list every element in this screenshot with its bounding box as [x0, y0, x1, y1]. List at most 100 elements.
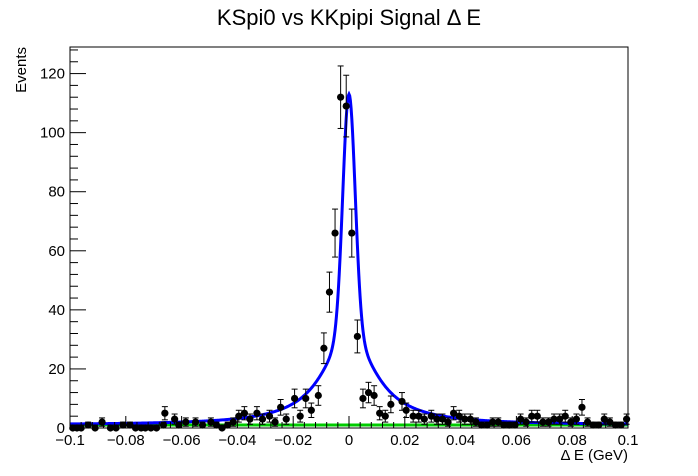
data-marker	[461, 415, 469, 423]
x-tick-label: 0.08	[558, 432, 587, 449]
data-marker	[277, 403, 285, 411]
data-point	[364, 381, 373, 404]
data-point	[433, 413, 441, 425]
data-marker	[533, 412, 541, 420]
data-marker	[595, 421, 603, 429]
data-marker	[364, 388, 373, 397]
y-tick-label: 100	[40, 125, 65, 142]
data-marker	[258, 415, 267, 423]
data-marker	[302, 394, 310, 403]
x-tick-label: 0.1	[618, 432, 639, 449]
data-point	[533, 409, 541, 423]
data-marker	[271, 418, 279, 426]
data-marker	[606, 418, 614, 426]
data-marker	[550, 415, 558, 423]
data-marker	[376, 409, 384, 417]
data-point	[337, 65, 345, 129]
data-marker	[296, 412, 304, 420]
data-marker	[387, 400, 395, 408]
data-marker	[483, 421, 491, 429]
data-point	[398, 392, 406, 411]
data-marker	[290, 394, 299, 403]
data-point	[307, 402, 315, 419]
data-point	[572, 413, 580, 425]
data-marker	[415, 412, 423, 420]
data-marker	[516, 415, 525, 423]
x-tick-label: 0	[345, 432, 353, 449]
data-point	[314, 385, 322, 406]
data-point	[450, 406, 458, 421]
data-marker	[370, 391, 378, 400]
data-marker	[320, 344, 328, 352]
data-marker	[353, 332, 361, 341]
data-point	[253, 406, 261, 421]
data-point	[427, 409, 435, 423]
data-point	[296, 409, 304, 423]
data-marker	[438, 415, 447, 423]
data-point	[265, 409, 274, 423]
data-point	[207, 417, 215, 427]
data-marker	[466, 415, 474, 423]
data-point	[472, 417, 480, 427]
y-tick-label: 40	[48, 302, 65, 319]
data-point	[277, 399, 285, 416]
data-point	[320, 332, 328, 365]
data-marker	[472, 418, 480, 426]
y-axis-label: Events	[13, 47, 30, 93]
data-marker	[420, 415, 428, 423]
data-point	[331, 208, 339, 258]
data-point	[595, 421, 603, 429]
data-marker	[282, 415, 290, 423]
data-point	[583, 417, 592, 427]
data-point	[353, 319, 361, 354]
data-marker	[314, 391, 322, 400]
data-point	[376, 406, 384, 421]
x-tick-label: 0.06	[502, 432, 531, 449]
data-marker	[433, 415, 441, 423]
data-marker	[253, 409, 261, 417]
data-marker	[175, 421, 183, 429]
data-marker	[583, 418, 592, 426]
data-marker	[572, 415, 580, 423]
data-point	[578, 399, 586, 416]
data-marker	[337, 93, 345, 101]
data-marker	[265, 412, 274, 420]
axes: −0.1 −0.08 −0.06 −0.04 −0.02 0 0.02 0.04 0.06 0.0…	[40, 49, 639, 449]
data-point	[387, 395, 395, 414]
data-marker	[119, 421, 127, 429]
data-marker	[348, 229, 356, 237]
data-point	[528, 409, 536, 423]
data-point	[606, 417, 614, 427]
data-marker	[307, 406, 315, 414]
x-tick-label: −0.04	[218, 432, 256, 449]
data-point	[282, 413, 290, 425]
data-marker	[409, 412, 417, 420]
y-tick-label: 0	[57, 420, 65, 437]
data-point	[455, 409, 463, 423]
data-marker	[522, 418, 530, 426]
y-tick-label: 120	[40, 66, 65, 83]
x-tick-label: 0.04	[446, 432, 475, 449]
data-marker	[450, 409, 458, 417]
data-marker	[398, 397, 406, 406]
data-point	[409, 409, 417, 423]
data-point	[466, 413, 474, 425]
data-marker	[578, 403, 586, 411]
data-marker	[342, 102, 350, 110]
y-tick-label: 60	[48, 243, 65, 260]
data-marker	[98, 418, 106, 426]
data-point	[539, 417, 547, 427]
data-marker	[331, 229, 339, 237]
x-tick-label: −0.02	[274, 432, 312, 449]
data-marker	[539, 418, 547, 426]
data-marker	[240, 409, 248, 417]
data-point	[182, 417, 190, 427]
data-point	[420, 413, 428, 425]
data-point	[561, 409, 569, 423]
data-marker	[427, 412, 435, 420]
data-marker	[600, 415, 608, 423]
data-point	[240, 406, 248, 421]
data-marker	[159, 421, 168, 429]
